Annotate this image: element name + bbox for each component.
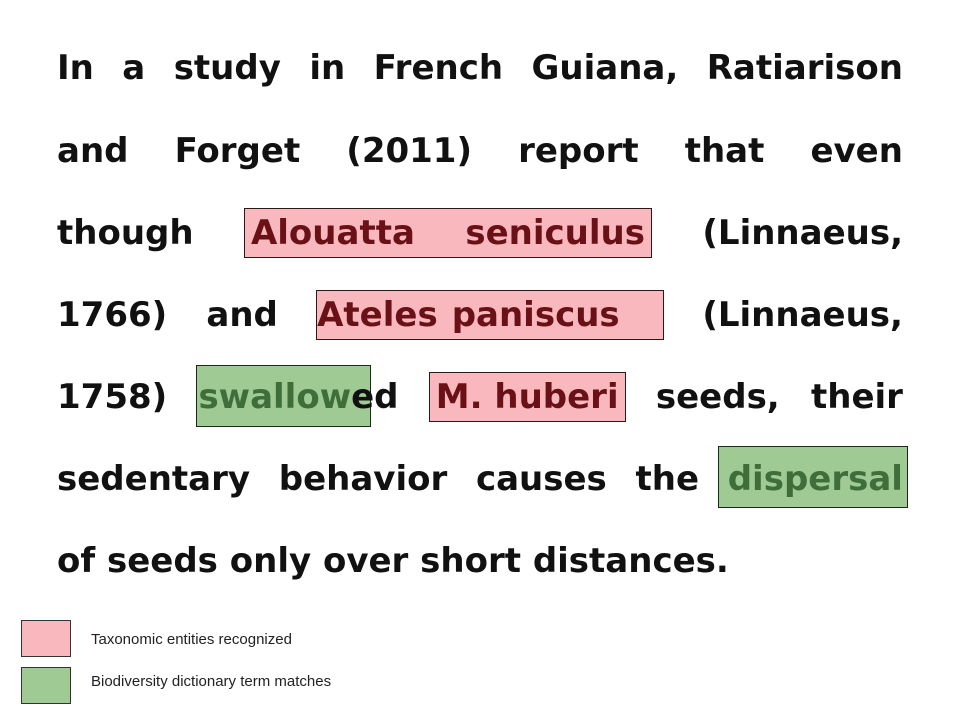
legend-label-biodiversity: Biodiversity dictionary term matches: [91, 673, 332, 690]
word: and: [206, 295, 278, 335]
word: even: [810, 131, 903, 171]
legend-swatch-taxonomic: [21, 620, 71, 657]
word-suffix: ed: [351, 377, 399, 417]
biodiversity-term: dispersal: [727, 459, 903, 499]
word: and: [57, 131, 129, 171]
taxon-word: Ateles: [317, 295, 438, 335]
taxon-word: seniculus: [465, 213, 645, 253]
word: report: [518, 131, 639, 171]
biodiversity-highlight-dispersal: [718, 446, 908, 508]
biodiversity-highlight-swallow: [196, 365, 371, 427]
taxon-word: Alouatta: [250, 213, 415, 253]
word: behavior: [278, 459, 448, 499]
text-line-2: and Forget (2011) report that even: [57, 127, 903, 175]
word: (2011): [346, 131, 472, 171]
taxon-highlight-alouatta-seniculus: Alouatta seniculus: [243, 208, 652, 258]
word: (Linnaeus,: [702, 295, 903, 335]
taxon-word: huberi: [494, 377, 619, 417]
text-line-1: In a study in French Guiana, Ratiarison: [57, 44, 903, 92]
legend-swatch-biodiversity: [21, 667, 71, 704]
word: a: [122, 48, 146, 88]
word: causes: [475, 459, 607, 499]
taxon-highlight-m-huberi: M. huberi: [428, 372, 626, 422]
text-line-5: 1758) swallowed M. huberi seeds, their: [57, 372, 903, 422]
word: Guiana,: [531, 48, 679, 88]
text-line-4: 1766) and Ateles paniscus (Linnaeus,: [57, 290, 903, 340]
word: the: [635, 459, 700, 499]
legend-label-taxonomic: Taxonomic entities recognized: [91, 631, 292, 648]
word: study: [173, 48, 281, 88]
word: seeds,: [655, 377, 780, 417]
text-line-7: of seeds only over short distances.: [57, 541, 729, 581]
taxon-word: M.: [435, 377, 483, 417]
word: Forget: [174, 131, 301, 171]
word: (Linnaeus,: [702, 213, 903, 253]
text-line-6: sedentary behavior causes the dispersal: [57, 455, 903, 503]
word: that: [684, 131, 765, 171]
word: Ratiarison: [706, 48, 903, 88]
taxon-highlight-ateles-paniscus: Ateles paniscus: [316, 290, 665, 340]
word: in: [309, 48, 346, 88]
text-line-3: though Alouatta seniculus (Linnaeus,: [57, 208, 903, 258]
taxon-word: paniscus: [451, 295, 620, 335]
word: 1766): [57, 295, 168, 335]
word: In: [57, 48, 94, 88]
word: though: [57, 213, 194, 253]
word: their: [811, 377, 903, 417]
word-swallowed: swallowed: [198, 373, 398, 421]
biodiversity-term: swallow: [198, 377, 352, 417]
word: sedentary: [57, 459, 251, 499]
word: 1758): [57, 377, 168, 417]
word: French: [373, 48, 504, 88]
